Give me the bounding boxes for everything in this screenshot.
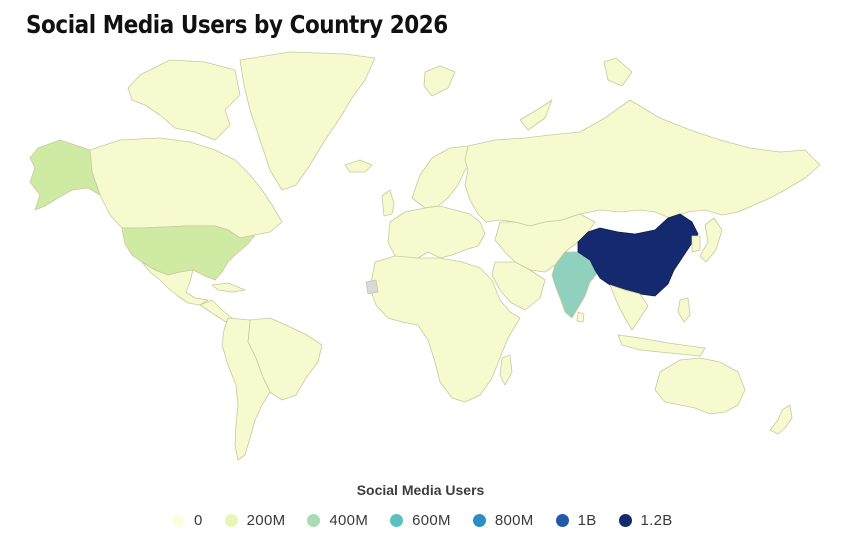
country-mexico[interactable] [141, 261, 209, 306]
country-greenland[interactable] [239, 51, 376, 191]
legend-item-1-2b[interactable]: 1.2B [618, 511, 673, 529]
country-south-america-west[interactable] [221, 317, 271, 461]
country-canada[interactable] [89, 137, 283, 239]
legend-item-0[interactable]: 0 [172, 512, 203, 529]
country-svalbard[interactable] [423, 65, 456, 97]
country-japan[interactable] [699, 217, 723, 263]
country-arabia[interactable] [491, 261, 546, 311]
country-novaya-zemlya[interactable] [519, 99, 553, 131]
legend-label: 400M [329, 511, 369, 529]
map-title: Social Media Users by Country 2026 [26, 10, 448, 39]
legend-item-600m[interactable]: 600M [390, 512, 451, 529]
country-madagascar[interactable] [499, 354, 513, 386]
legend-label: 200M [246, 511, 286, 529]
country-iceland[interactable] [344, 159, 373, 173]
legend-label: 0 [194, 511, 203, 529]
legend: 0 200M 400M 600M 800M 1B 1.2B [172, 507, 695, 533]
legend-dot [555, 513, 569, 527]
country-canada-islands[interactable] [127, 59, 241, 141]
legend-label: 800M [494, 511, 534, 529]
country-philippines[interactable] [677, 297, 691, 323]
country-uk[interactable] [381, 189, 395, 217]
legend-title: Social Media Users [356, 482, 485, 498]
country-new-zealand[interactable] [769, 404, 793, 435]
legend-label: 1B [577, 511, 597, 529]
country-cuba[interactable] [211, 282, 246, 293]
legend-item-1b[interactable]: 1B [555, 511, 597, 529]
country-china[interactable] [577, 213, 699, 297]
legend-label: 600M [412, 511, 451, 529]
legend-item-400m[interactable]: 400M [307, 512, 368, 529]
country-russia[interactable] [464, 99, 821, 227]
legend-dot [472, 513, 486, 527]
legend-dot [172, 513, 185, 527]
country-australia[interactable] [654, 357, 746, 415]
country-scandinavia[interactable] [411, 145, 476, 209]
country-severnaya[interactable] [603, 57, 633, 87]
country-africa[interactable] [369, 255, 521, 403]
country-alaska[interactable] [29, 139, 101, 211]
legend-dot [390, 513, 404, 527]
country-korea[interactable] [691, 235, 701, 253]
country-indonesia[interactable] [617, 334, 706, 357]
legend-dot [618, 513, 632, 527]
legend-dot [224, 513, 238, 527]
country-nodata [365, 279, 379, 295]
country-central-america[interactable] [199, 299, 233, 323]
country-sri-lanka[interactable] [576, 311, 585, 323]
country-europe[interactable] [387, 205, 486, 263]
legend-dot [307, 513, 321, 527]
legend-label: 1.2B [640, 511, 673, 529]
legend-item-800m[interactable]: 800M [472, 511, 534, 529]
country-southeast-asia[interactable] [609, 284, 649, 331]
legend-item-200m[interactable]: 200M [224, 511, 286, 529]
